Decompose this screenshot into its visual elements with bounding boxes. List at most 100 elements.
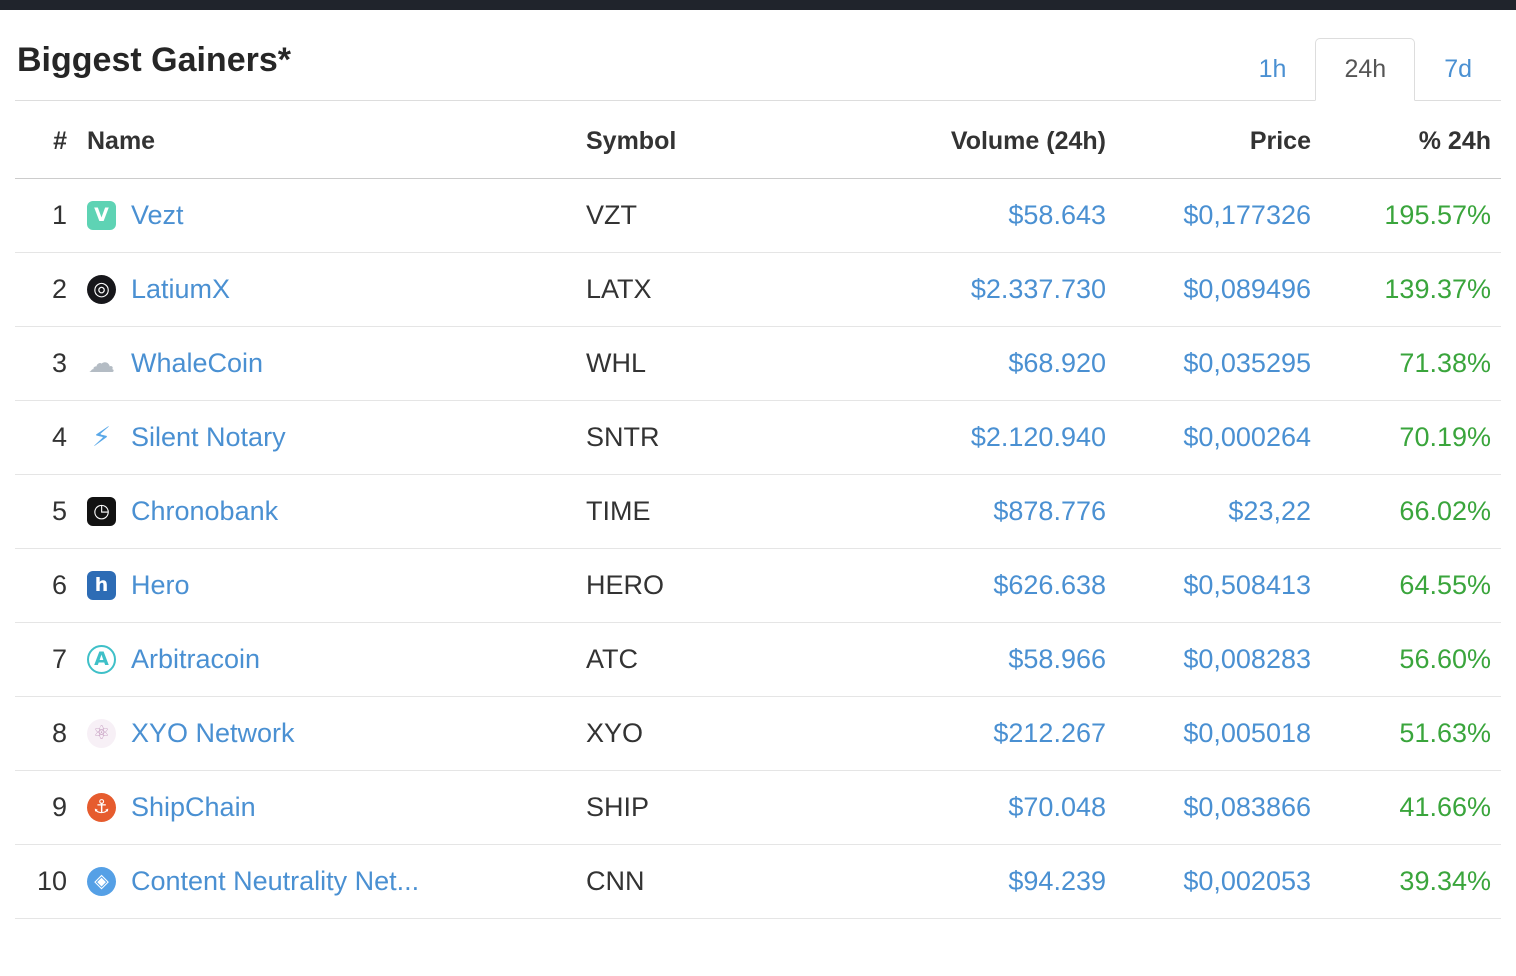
coin-name-link[interactable]: Vezt — [131, 200, 184, 230]
coin-symbol: HERO — [576, 548, 791, 623]
price-link[interactable]: $0,177326 — [1183, 200, 1311, 230]
arbitracoin-icon: A — [87, 645, 116, 674]
volume-link[interactable]: $68.920 — [1008, 348, 1106, 378]
rank: 9 — [15, 770, 77, 845]
coin-name-cell: ☁ WhaleCoin — [77, 326, 576, 401]
coin-symbol: CNN — [576, 844, 791, 919]
vezt-icon: V — [87, 201, 116, 230]
coin-symbol: VZT — [576, 178, 791, 253]
table-row: 5 ◷ Chronobank TIME $878.776 $23,22 66.0… — [15, 474, 1501, 549]
coin-name-cell: ◷ Chronobank — [77, 474, 576, 549]
coin-name-cell: A Arbitracoin — [77, 622, 576, 697]
table-row: 8 ⚛ XYO Network XYO $212.267 $0,005018 5… — [15, 696, 1501, 771]
coin-name-cell: h Hero — [77, 548, 576, 623]
price-link[interactable]: $0,508413 — [1183, 570, 1311, 600]
coin-name-link[interactable]: Hero — [131, 570, 190, 600]
price-link[interactable]: $0,083866 — [1183, 792, 1311, 822]
header-price: Price — [1116, 101, 1321, 179]
rank: 2 — [15, 252, 77, 327]
price-link[interactable]: $0,005018 — [1183, 718, 1311, 748]
widget-header: Biggest Gainers* 1h 24h 7d — [15, 38, 1501, 101]
percent-change: 39.34% — [1321, 844, 1501, 919]
price-link[interactable]: $0,035295 — [1183, 348, 1311, 378]
rank: 5 — [15, 474, 77, 549]
shipchain-icon: ⚓ — [87, 793, 116, 822]
volume-link[interactable]: $70.048 — [1008, 792, 1106, 822]
percent-change: 70.19% — [1321, 400, 1501, 475]
coin-name-link[interactable]: Silent Notary — [131, 422, 286, 452]
table-header-row: # Name Symbol Volume (24h) Price % 24h — [15, 101, 1501, 179]
xyo-network-icon: ⚛ — [87, 719, 116, 748]
coin-symbol: SNTR — [576, 400, 791, 475]
coin-name-cell: V Vezt — [77, 178, 576, 253]
silent-notary-icon: ⚡ — [92, 422, 111, 453]
coin-name-cell: ◈ Content Neutrality Net... — [77, 844, 576, 919]
percent-change: 139.37% — [1321, 252, 1501, 327]
coin-name-cell: ◎ LatiumX — [77, 252, 576, 327]
table-row: 1 V Vezt VZT $58.643 $0,177326 195.57% — [15, 178, 1501, 253]
hero-icon: h — [87, 571, 116, 600]
cnn-icon: ◈ — [87, 867, 116, 896]
header-rank: # — [15, 101, 77, 179]
volume-link[interactable]: $58.966 — [1008, 644, 1106, 674]
header-symbol: Symbol — [576, 101, 791, 179]
coin-name-link[interactable]: XYO Network — [131, 718, 295, 748]
volume-link[interactable]: $2.120.940 — [970, 422, 1106, 452]
rank: 3 — [15, 326, 77, 401]
coin-name-link[interactable]: Chronobank — [131, 496, 279, 526]
page-title: Biggest Gainers* — [17, 41, 291, 79]
percent-change: 71.38% — [1321, 326, 1501, 401]
latiumx-icon: ◎ — [87, 275, 116, 304]
coin-name-link[interactable]: Content Neutrality Net... — [131, 866, 420, 896]
rank: 8 — [15, 696, 77, 771]
table-row: 9 ⚓ ShipChain SHIP $70.048 $0,083866 41.… — [15, 770, 1501, 845]
coin-name-cell: ⚓ ShipChain — [77, 770, 576, 845]
rank: 6 — [15, 548, 77, 623]
price-link[interactable]: $0,000264 — [1183, 422, 1311, 452]
volume-link[interactable]: $58.643 — [1008, 200, 1106, 230]
coin-symbol: TIME — [576, 474, 791, 549]
coin-name-cell: ⚛ XYO Network — [77, 696, 576, 771]
volume-link[interactable]: $212.267 — [993, 718, 1106, 748]
volume-link[interactable]: $94.239 — [1008, 866, 1106, 896]
coin-symbol: WHL — [576, 326, 791, 401]
percent-change: 56.60% — [1321, 622, 1501, 697]
tab-24h[interactable]: 24h — [1315, 38, 1416, 101]
table-row: 3 ☁ WhaleCoin WHL $68.920 $0,035295 71.3… — [15, 326, 1501, 401]
header-volume: Volume (24h) — [791, 101, 1116, 179]
price-link[interactable]: $23,22 — [1228, 496, 1311, 526]
rank: 1 — [15, 178, 77, 253]
coin-name-link[interactable]: LatiumX — [131, 274, 231, 304]
coin-symbol: SHIP — [576, 770, 791, 845]
percent-change: 41.66% — [1321, 770, 1501, 845]
price-link[interactable]: $0,008283 — [1183, 644, 1311, 674]
tab-1h[interactable]: 1h — [1258, 55, 1287, 83]
header-name: Name — [77, 101, 576, 179]
percent-change: 51.63% — [1321, 696, 1501, 771]
price-link[interactable]: $0,089496 — [1183, 274, 1311, 304]
coin-name-link[interactable]: Arbitracoin — [131, 644, 261, 674]
coin-name-cell: ⚡ Silent Notary — [77, 400, 576, 475]
table-row: 10 ◈ Content Neutrality Net... CNN $94.2… — [15, 844, 1501, 919]
table-row: 6 h Hero HERO $626.638 $0,508413 64.55% — [15, 548, 1501, 623]
coin-name-link[interactable]: WhaleCoin — [131, 348, 264, 378]
volume-link[interactable]: $626.638 — [993, 570, 1106, 600]
chronobank-icon: ◷ — [87, 497, 116, 526]
coin-symbol: XYO — [576, 696, 791, 771]
gainers-table: # Name Symbol Volume (24h) Price % 24h 1… — [15, 101, 1501, 919]
biggest-gainers-widget: Biggest Gainers* 1h 24h 7d # Name Symbol… — [0, 38, 1516, 919]
header-percent: % 24h — [1321, 101, 1501, 179]
percent-change: 64.55% — [1321, 548, 1501, 623]
price-link[interactable]: $0,002053 — [1183, 866, 1311, 896]
table-row: 7 A Arbitracoin ATC $58.966 $0,008283 56… — [15, 622, 1501, 697]
volume-link[interactable]: $2.337.730 — [970, 274, 1106, 304]
rank: 10 — [15, 844, 77, 919]
coin-symbol: ATC — [576, 622, 791, 697]
volume-link[interactable]: $878.776 — [993, 496, 1106, 526]
timeframe-tabs: 1h 24h 7d — [1230, 38, 1501, 101]
percent-change: 66.02% — [1321, 474, 1501, 549]
percent-change: 195.57% — [1321, 178, 1501, 253]
top-navbar-edge — [0, 0, 1516, 10]
tab-7d[interactable]: 7d — [1444, 55, 1472, 83]
coin-name-link[interactable]: ShipChain — [131, 792, 256, 822]
